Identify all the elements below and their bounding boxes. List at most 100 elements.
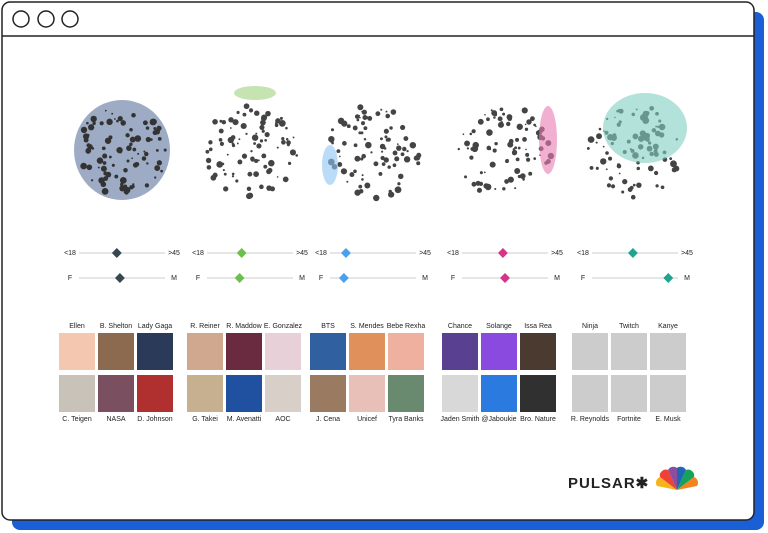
graph-node: [279, 116, 283, 120]
graph-node: [486, 129, 493, 136]
graph-node: [103, 171, 108, 176]
graph-node: [533, 123, 536, 127]
graph-node: [361, 153, 366, 159]
graph-node: [218, 128, 224, 134]
graph-node: [336, 149, 341, 154]
profile-name: Solange: [486, 323, 512, 330]
graph-node: [96, 157, 104, 164]
graph-node: [330, 128, 335, 132]
graph-node: [514, 168, 521, 174]
graph-node: [493, 116, 496, 119]
profile-image: [59, 333, 95, 370]
graph-node: [248, 108, 254, 113]
graph-node: [610, 184, 616, 189]
profile-image: [187, 333, 223, 370]
graph-node: [528, 171, 533, 176]
graph-node: [370, 151, 373, 154]
graph-node: [265, 110, 271, 117]
gender-marker: [234, 273, 245, 283]
age-marker: [236, 248, 247, 258]
graph-node: [149, 118, 157, 126]
window-button[interactable]: [12, 10, 30, 28]
graph-node: [654, 170, 659, 176]
graph-node: [281, 139, 286, 145]
graph-node: [101, 146, 106, 151]
graph-node: [123, 186, 131, 194]
graph-node: [274, 122, 278, 125]
graph-node: [123, 168, 128, 173]
age-max-label: >45: [681, 250, 693, 257]
graph-node: [269, 186, 275, 192]
graph-node: [154, 165, 161, 171]
graph-node: [525, 152, 530, 157]
graph-node: [328, 135, 335, 143]
graph-node: [477, 118, 484, 125]
graph-node: [125, 133, 130, 138]
graph-node: [216, 161, 223, 168]
profile-image: [388, 333, 424, 370]
graph-node: [357, 104, 364, 111]
graph-node: [259, 184, 264, 190]
graph-node: [259, 124, 265, 131]
graph-node: [353, 169, 357, 174]
profile-image: [520, 333, 556, 370]
peacock-logo: [655, 466, 699, 490]
graph-node: [490, 109, 493, 112]
graph-node: [88, 124, 95, 131]
graph-node: [586, 146, 590, 150]
graph-node: [117, 115, 123, 122]
profile-image: [481, 333, 517, 370]
graph-node: [285, 126, 288, 130]
graph-node: [476, 187, 483, 193]
graph-node: [144, 183, 150, 188]
profile-image: [137, 375, 173, 412]
graph-node: [655, 184, 659, 188]
window-button[interactable]: [61, 10, 79, 28]
graph-node: [602, 145, 605, 148]
graph-node: [263, 164, 268, 169]
graph-node: [131, 157, 134, 160]
graph-node: [397, 182, 401, 186]
graph-node: [260, 119, 266, 126]
graph-node: [358, 184, 363, 189]
graph-node: [254, 110, 260, 116]
graph-node: [381, 150, 384, 153]
graph-node: [492, 148, 497, 153]
graph-node: [365, 141, 372, 149]
graph-node: [533, 157, 537, 160]
profile-image: [481, 375, 517, 412]
graph-node: [278, 119, 286, 127]
graph-node: [378, 171, 383, 176]
graph-node: [145, 136, 151, 143]
graph-node: [103, 176, 109, 181]
graph-node: [618, 172, 621, 175]
graph-node: [108, 155, 112, 159]
graph-node: [497, 116, 503, 122]
window-button[interactable]: [37, 10, 55, 28]
graph-node: [101, 187, 109, 195]
graph-node: [392, 150, 398, 156]
profile-image: [611, 375, 647, 412]
graph-node: [242, 112, 247, 117]
graph-node: [281, 136, 285, 141]
graph-node: [504, 179, 509, 184]
graph-node: [246, 193, 253, 200]
graph-node: [85, 148, 91, 154]
graph-node: [247, 171, 253, 177]
graph-node: [514, 187, 517, 190]
profile-name: J. Cena: [316, 416, 340, 423]
graph-node: [267, 167, 273, 173]
network-graph: [586, 93, 687, 200]
graph-node: [261, 129, 265, 133]
graph-node: [630, 194, 636, 200]
graph-node: [383, 157, 389, 163]
profile-name: Fortnite: [617, 416, 641, 423]
graph-node: [253, 171, 259, 177]
graph-node: [361, 109, 367, 115]
graph-node: [337, 162, 343, 167]
profile-name: S. Mendes: [350, 323, 384, 330]
graph-node: [342, 123, 345, 127]
graph-node: [131, 112, 136, 118]
graph-node: [403, 156, 411, 163]
